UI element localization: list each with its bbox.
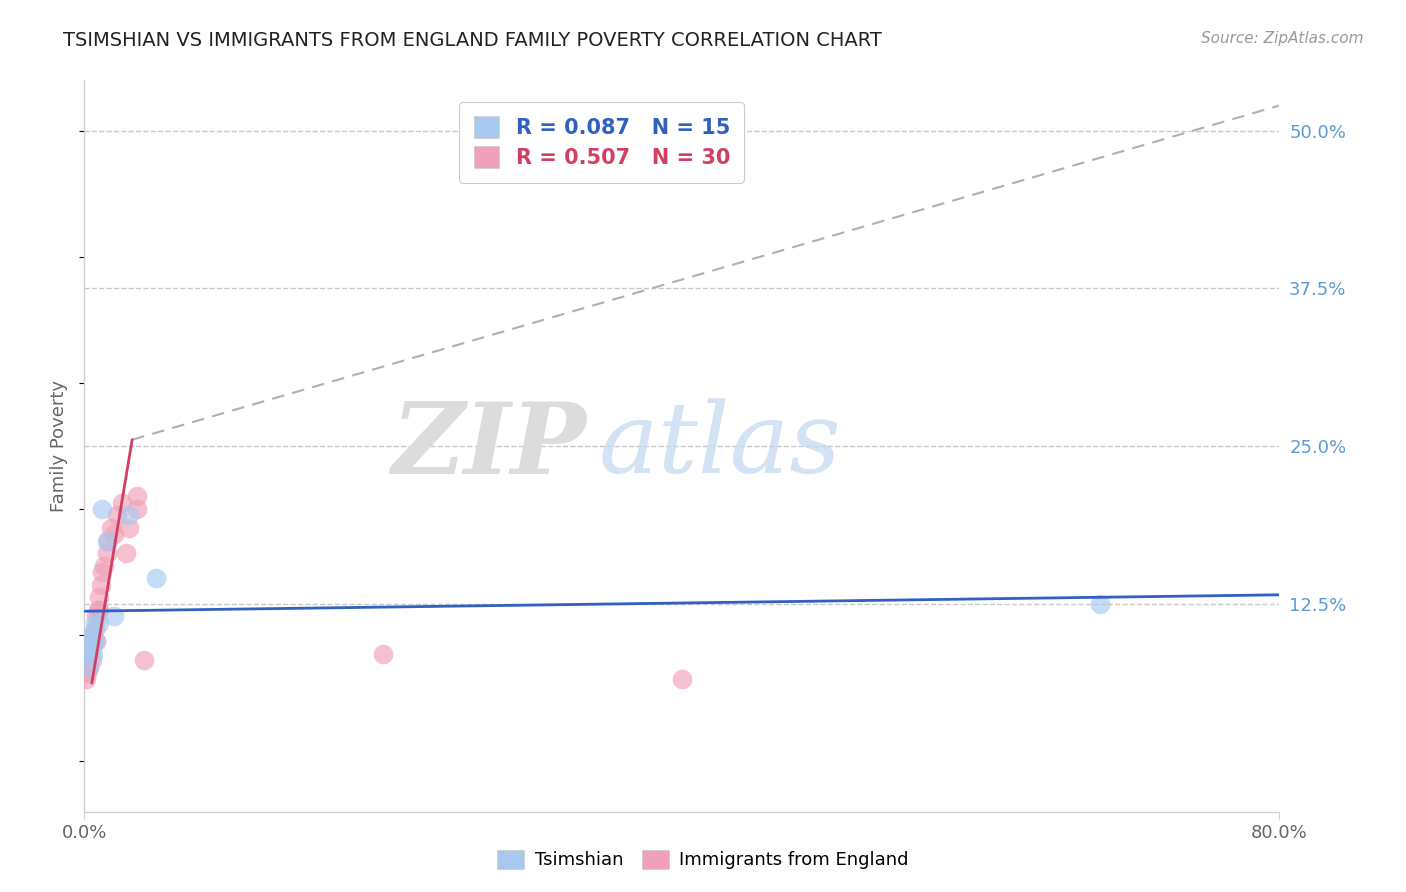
Point [86,634,108,648]
Point [1090,597,1112,611]
Point [75,673,97,687]
Point [82,647,104,661]
Legend: R = 0.087   N = 15, R = 0.507   N = 30: R = 0.087 N = 15, R = 0.507 N = 30 [460,102,745,183]
Point [103,527,125,541]
Point [118,521,141,535]
Y-axis label: Family Poverty: Family Poverty [51,380,69,512]
Point [100,521,122,535]
Point [80,640,103,655]
Point [91,502,114,516]
Point [83,622,105,636]
Point [96,546,118,560]
Point [111,496,134,510]
Point [91,565,114,579]
Point [97,533,120,548]
Point [87,603,110,617]
Text: atlas: atlas [599,399,841,493]
Point [82,628,104,642]
Point [77,659,100,673]
Point [76,634,98,648]
Point [75,647,97,661]
Point [83,615,105,630]
Point [89,591,111,605]
Point [77,647,100,661]
Point [77,659,100,673]
Point [82,634,104,648]
Point [105,508,128,523]
Point [373,647,395,661]
Point [125,502,148,516]
Point [103,609,125,624]
Text: Source: ZipAtlas.com: Source: ZipAtlas.com [1201,31,1364,46]
Point [132,653,156,667]
Point [89,603,111,617]
Point [79,628,101,642]
Point [145,571,167,585]
Text: TSIMSHIAN VS IMMIGRANTS FROM ENGLAND FAMILY POVERTY CORRELATION CHART: TSIMSHIAN VS IMMIGRANTS FROM ENGLAND FAM… [63,31,882,50]
Point [89,615,111,630]
Point [125,490,148,504]
Legend: Tsimshian, Immigrants from England: Tsimshian, Immigrants from England [488,841,918,879]
Point [115,546,138,560]
Point [671,673,693,687]
Text: ZIP: ZIP [391,398,586,494]
Point [79,640,101,655]
Point [118,508,141,523]
Point [96,533,118,548]
Point [80,653,103,667]
Point [76,665,98,680]
Point [86,609,108,624]
Point [86,634,108,648]
Point [90,578,112,592]
Point [93,558,115,573]
